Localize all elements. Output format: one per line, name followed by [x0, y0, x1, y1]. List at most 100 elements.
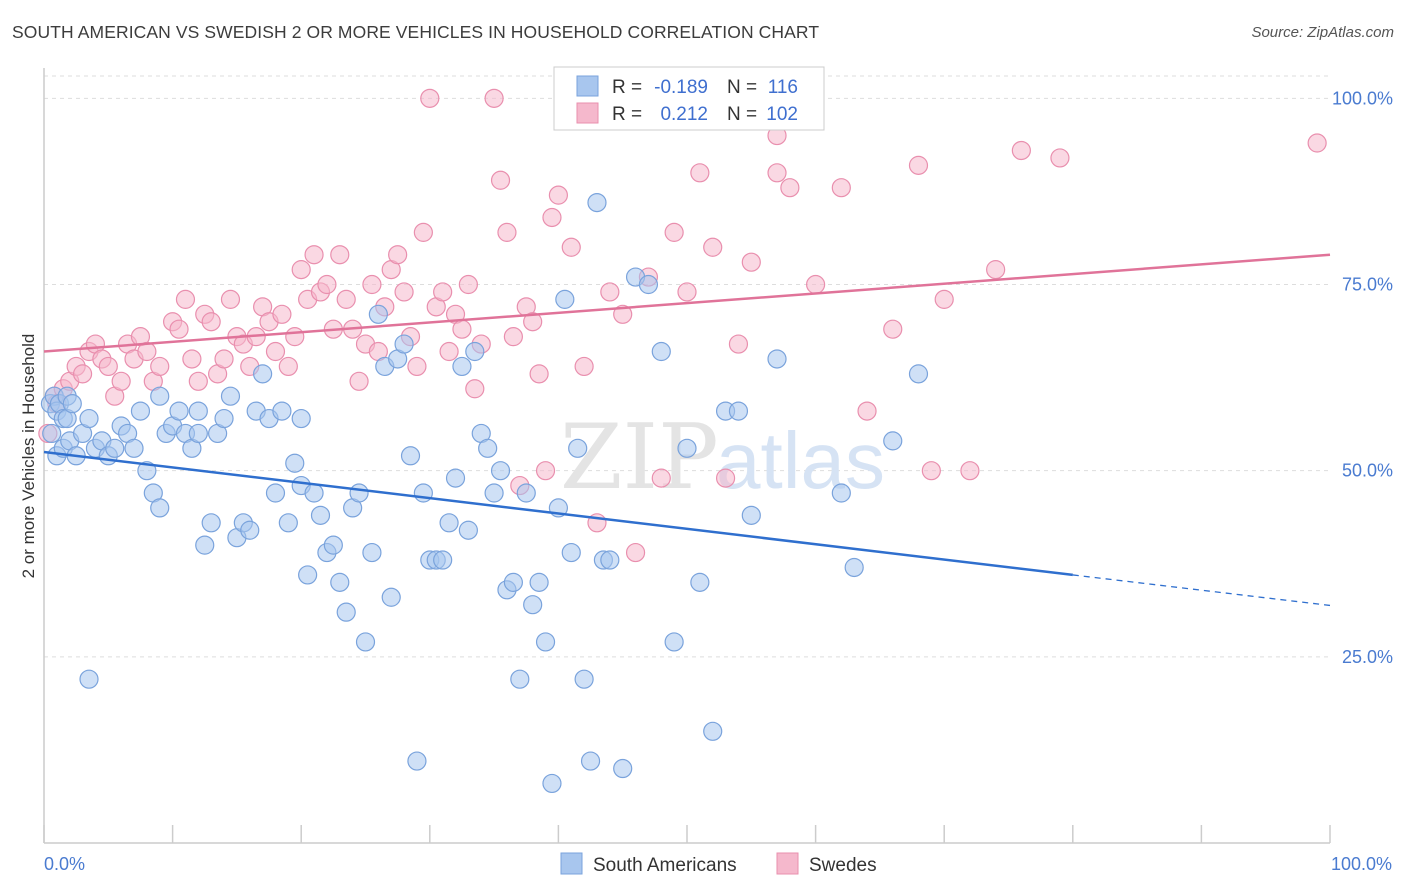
swedes-point [278, 356, 298, 377]
swedes-point [330, 245, 350, 265]
swedes-point [542, 207, 562, 228]
swedes-point [741, 252, 761, 272]
south-americans-trend-line [43, 450, 1073, 577]
legend-r-value-pink: 0.212 [660, 104, 708, 125]
swedes-point [497, 222, 517, 242]
bottom-legend-label-pink: Swedes [809, 855, 877, 876]
south-americans-point [265, 483, 286, 503]
swedes-point [1011, 140, 1031, 161]
south-americans-point [638, 274, 659, 295]
swedes-point [349, 371, 369, 391]
swedes-point [523, 312, 543, 332]
south-americans-point [355, 632, 376, 652]
south-americans-point [407, 751, 427, 771]
swedes-point [362, 274, 382, 295]
swedes-point [934, 289, 954, 309]
south-americans-point [587, 192, 607, 213]
swedes-point [503, 327, 523, 347]
source-label: Source: ZipAtlas.com [1251, 24, 1394, 41]
south-americans-point [523, 595, 543, 615]
south-americans-point [445, 468, 466, 488]
south-americans-point [150, 498, 170, 518]
south-americans-point [240, 520, 260, 540]
south-americans-point [278, 513, 298, 533]
south-americans-point [336, 602, 356, 622]
swedes-point [625, 542, 646, 563]
south-americans-point [613, 758, 633, 779]
south-americans-point [452, 356, 472, 377]
swedes-point [490, 170, 511, 190]
south-americans-point [79, 669, 99, 689]
swedes-point [336, 289, 356, 309]
swedes-point [651, 468, 671, 488]
south-americans-point [323, 535, 343, 555]
swedes-point [728, 334, 749, 354]
legend-swatch-pink [576, 102, 599, 124]
swedes-point [388, 245, 408, 265]
south-americans-point [574, 669, 594, 689]
y-tick-label-0: 25.0% [1342, 647, 1393, 667]
swedes-point [304, 245, 324, 265]
south-americans-point [394, 334, 414, 354]
swedes-point [548, 185, 569, 205]
south-americans-point [201, 513, 221, 533]
swedes-point [169, 319, 189, 339]
swedes-point [137, 341, 157, 362]
south-americans-point [690, 572, 710, 592]
south-americans-point [728, 401, 749, 421]
swedes-point [715, 468, 736, 488]
south-americans-point [188, 423, 208, 444]
south-americans-point [908, 364, 929, 384]
bottom-legend-swatch-blue [560, 852, 583, 875]
south-americans-point [703, 721, 723, 741]
swedes-point [291, 260, 311, 280]
y-tick-label-3: 100.0% [1332, 88, 1393, 108]
watermark-atlas: atlas [716, 416, 885, 505]
swedes-point [960, 461, 980, 481]
legend-n-value-pink: 102 [766, 104, 798, 125]
south-americans-point [42, 423, 62, 444]
swedes-point [272, 304, 292, 324]
south-americans-trend-extension [1072, 574, 1331, 607]
swedes-point [1050, 148, 1070, 168]
swedes-trend-line [43, 253, 1331, 353]
swedes-point [857, 401, 877, 421]
swedes-point [529, 364, 549, 384]
south-americans-point [510, 669, 530, 689]
legend-r-label-pink: R = [612, 104, 642, 125]
swedes-point [986, 260, 1006, 280]
south-americans-point [253, 364, 273, 384]
swedes-point [175, 289, 196, 309]
swedes-point [220, 289, 241, 309]
south-americans-point [651, 341, 671, 362]
south-americans-point [400, 446, 421, 466]
south-americans-point [79, 408, 99, 429]
south-americans-point [844, 557, 864, 578]
swedes-point [188, 371, 208, 391]
south-americans-point [535, 632, 556, 652]
watermark-zip: ZIP [560, 405, 719, 510]
axes [43, 68, 1331, 844]
x-tick-labels: 0.0% 100.0% [44, 854, 1392, 874]
swedes-point [831, 178, 851, 198]
swedes-point [285, 327, 305, 347]
south-americans-point [124, 438, 144, 458]
south-americans-point [529, 572, 549, 592]
south-americans-point [349, 483, 369, 503]
y-tick-label-1: 50.0% [1342, 461, 1393, 481]
south-americans-point [291, 408, 311, 429]
swedes-point [98, 356, 118, 377]
swedes-point [420, 88, 440, 108]
swedes-point [458, 274, 478, 295]
south-americans-point [433, 550, 453, 570]
swedes-point [150, 356, 170, 377]
south-americans-point [137, 461, 157, 481]
swedes-point [182, 349, 202, 369]
south-americans-point [555, 289, 575, 309]
legend-n-label-pink: N = [727, 104, 757, 125]
south-americans-point [310, 505, 331, 525]
bottom-legend: South Americans Swedes [560, 852, 877, 876]
swedes-point [265, 341, 286, 362]
south-americans-point [568, 438, 588, 458]
south-americans-point [516, 483, 536, 503]
